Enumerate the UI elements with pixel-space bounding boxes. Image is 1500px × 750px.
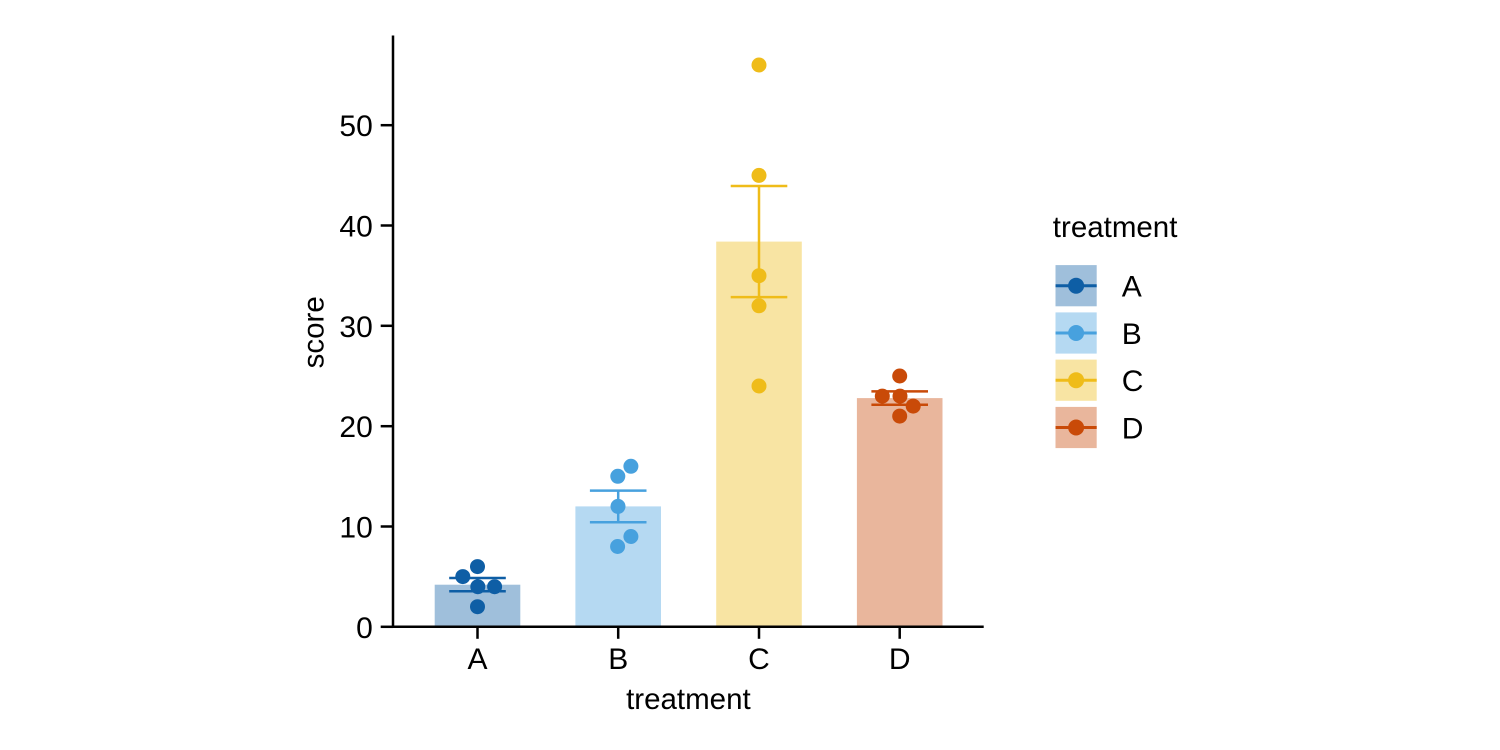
svg-text:B: B: [1122, 318, 1142, 351]
svg-text:A: A: [467, 643, 487, 676]
svg-text:30: 30: [339, 311, 372, 344]
svg-text:D: D: [1122, 413, 1144, 446]
svg-text:treatment: treatment: [626, 683, 751, 716]
svg-text:C: C: [748, 643, 770, 676]
svg-text:C: C: [1122, 365, 1144, 398]
svg-text:0: 0: [356, 612, 373, 645]
svg-text:40: 40: [339, 211, 372, 244]
svg-text:B: B: [608, 643, 628, 676]
svg-text:score: score: [298, 296, 331, 368]
svg-text:D: D: [889, 643, 911, 676]
svg-text:10: 10: [339, 512, 372, 545]
svg-text:treatment: treatment: [1053, 211, 1178, 244]
svg-text:20: 20: [339, 411, 372, 444]
svg-text:A: A: [1122, 271, 1142, 304]
svg-text:50: 50: [339, 110, 372, 143]
